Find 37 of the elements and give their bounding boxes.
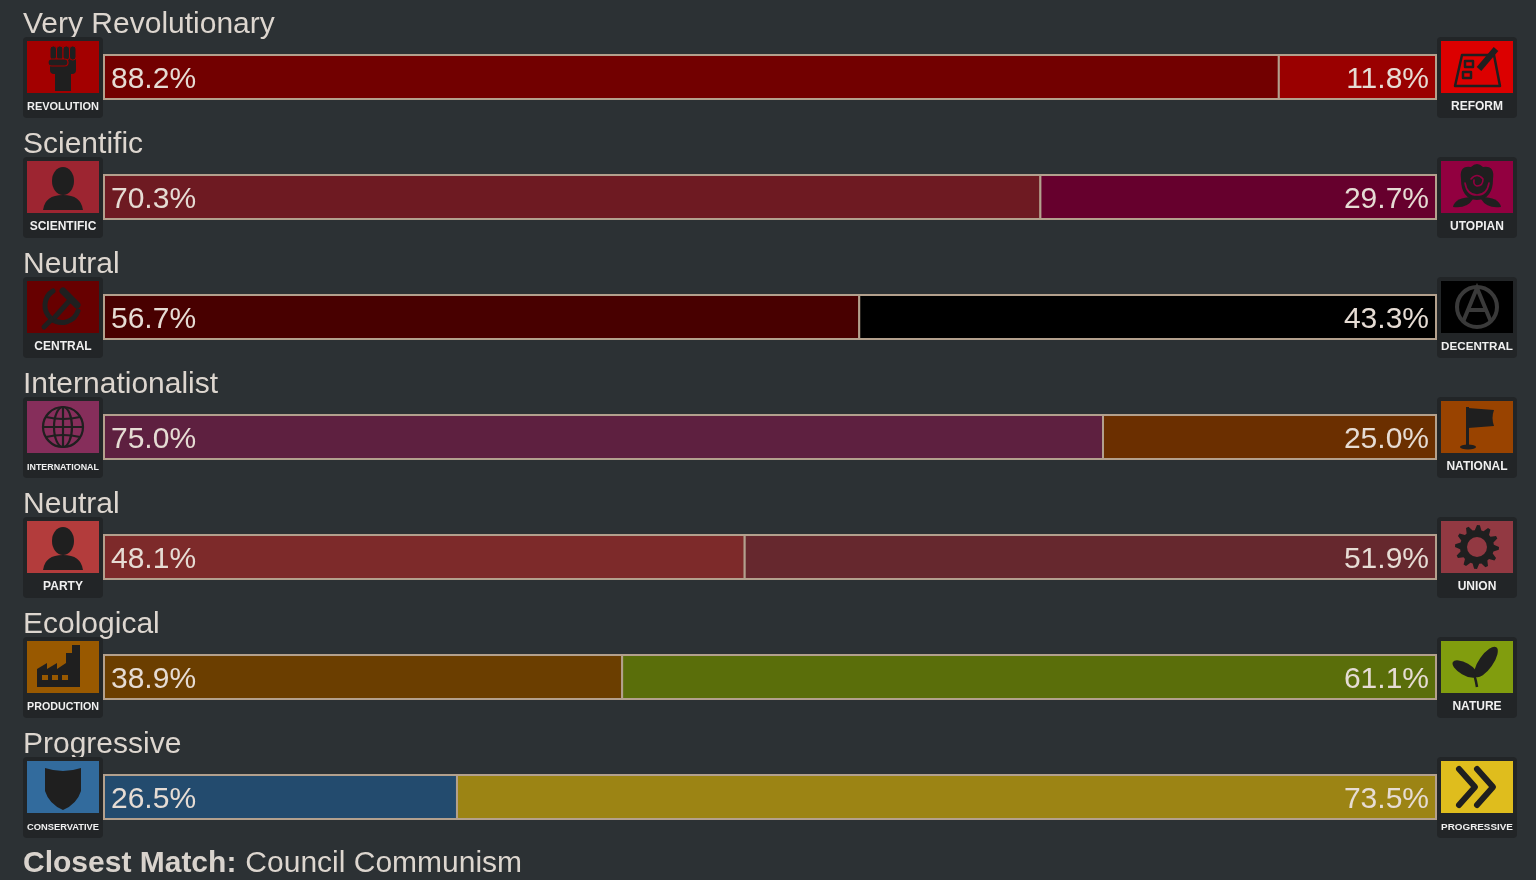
chart-title: Neutral [23,246,120,279]
data-label: 73.5% [1343,781,1429,814]
data-label: 88.2% [111,61,197,94]
text: Closest Match: [23,845,237,878]
series-label: CENTRAL [34,339,92,353]
series-label: PARTY [43,579,83,593]
series-label: REVOLUTION [27,100,100,112]
data-label: 56.7% [111,301,197,334]
series-label: REFORM [1451,99,1503,113]
data-label: 61.1% [1343,661,1429,694]
data-label: 75.0% [111,421,197,454]
chart-title: Progressive [23,726,182,759]
series-label: UNION [1457,579,1497,593]
chart-title: Very Revolutionary [23,6,275,39]
data-label: 38.9% [111,661,197,694]
data-label: 26.5% [111,781,197,814]
data-label: 11.8% [1346,61,1429,94]
series-label: DECENTRAL [1441,339,1513,352]
data-label: 25.0% [1343,421,1429,454]
series-label: CONSERVATIVE [27,822,99,832]
chart-title: Ecological [23,606,160,639]
series-label: NATURE [1452,699,1502,713]
chart-title: Neutral [23,486,120,519]
series-label: SCIENTIFIC [29,219,97,233]
series-label: PROGRESSIVE [1441,821,1514,832]
text: Council Communism [245,845,523,878]
data-label: 70.3% [111,181,197,214]
series-label: NATIONAL [1446,459,1508,473]
data-label: 48.1% [111,541,197,574]
series-label: UTOPIAN [1450,219,1504,233]
data-label: 29.7% [1343,181,1429,214]
chart-title: Scientific [23,126,144,159]
data-label: 43.3% [1343,301,1429,334]
series-label: PRODUCTION [27,700,100,712]
series-label: INTERNATIONAL [27,462,100,472]
chart-title: Internationalist [23,366,219,399]
data-label: 51.9% [1343,541,1429,574]
